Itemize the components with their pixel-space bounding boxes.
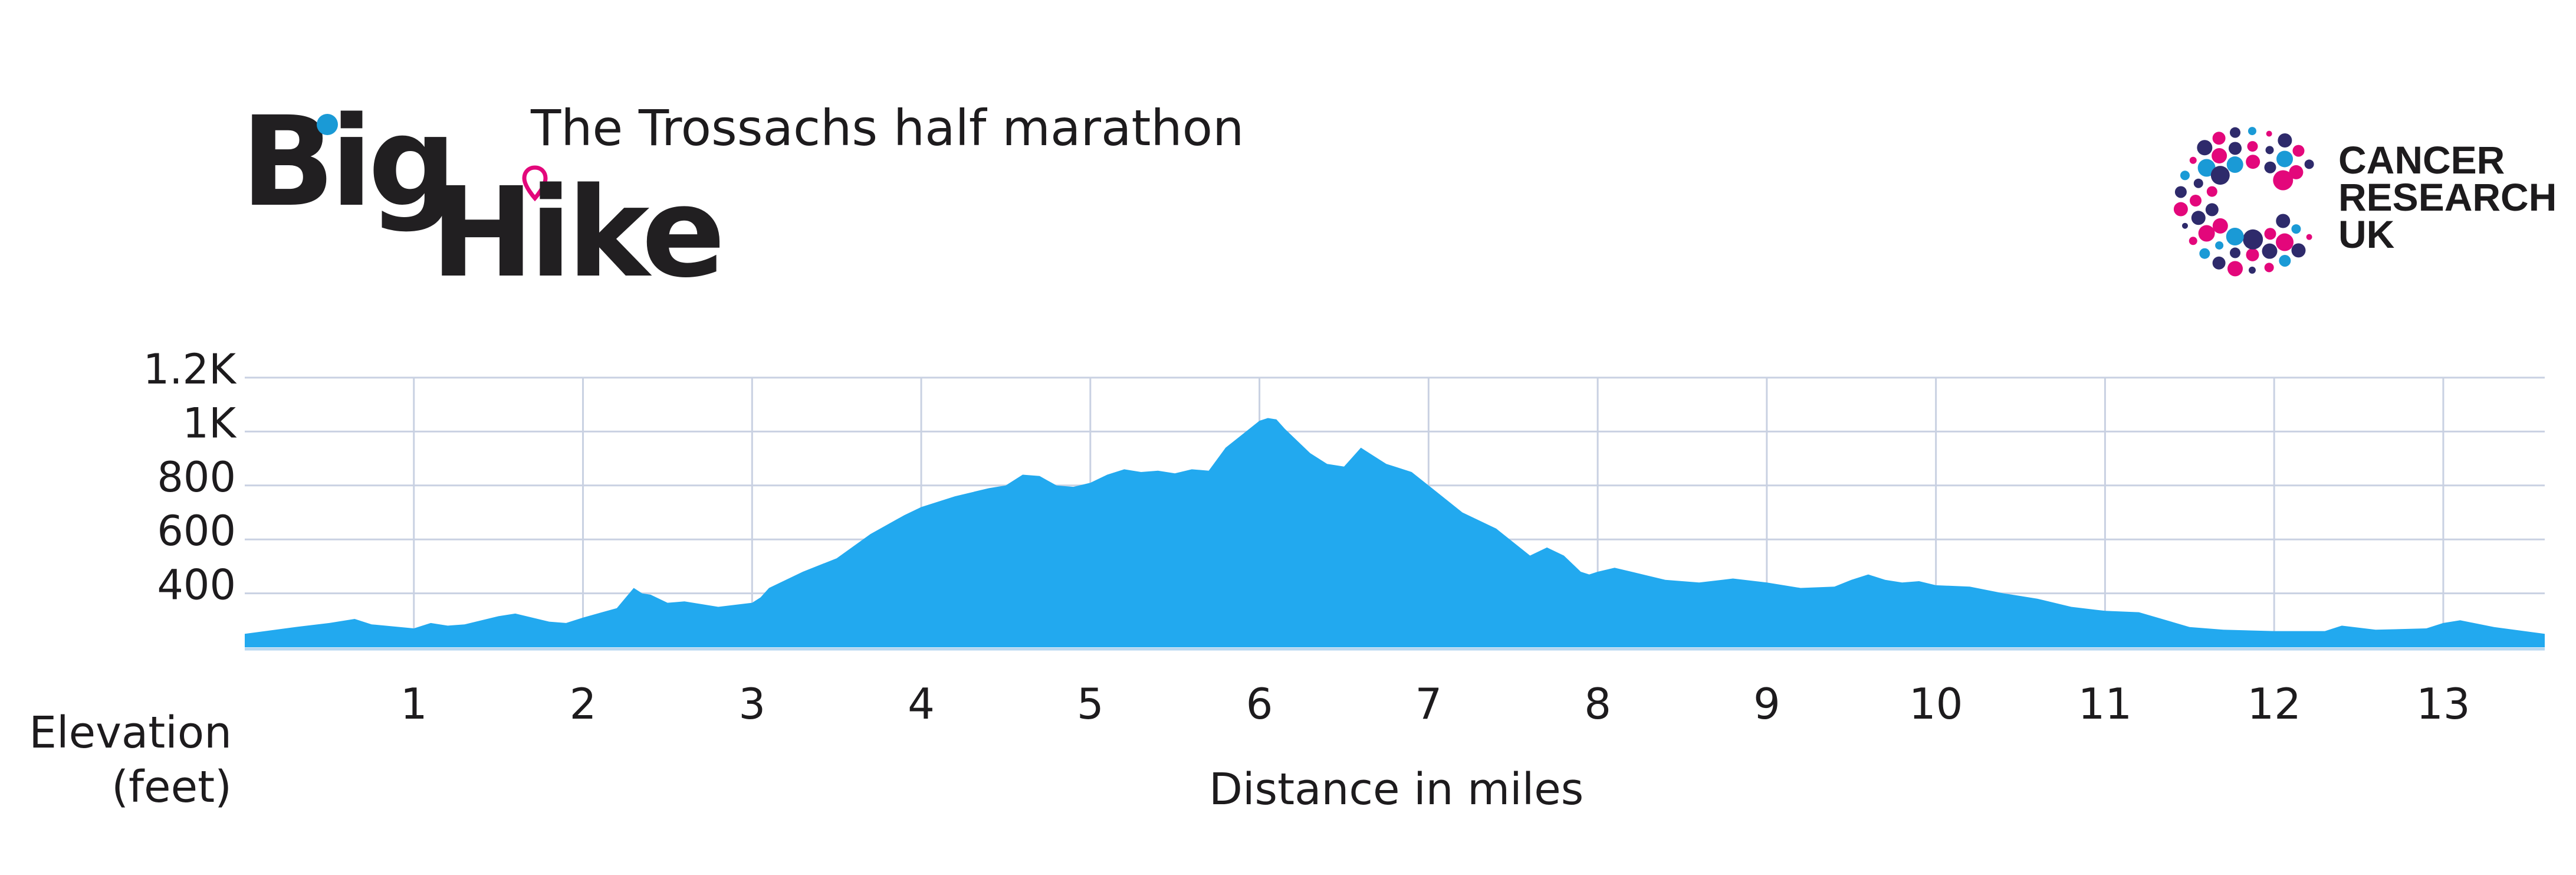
logo-dot-icon: [2181, 222, 2188, 229]
logo-dot-icon: [2212, 132, 2226, 145]
map-pin-icon: [522, 165, 548, 202]
logo-dot-icon: [2278, 133, 2292, 148]
y-tick-label: 1.2K: [143, 345, 237, 394]
logo-dot-icon: [2289, 165, 2304, 179]
logo-dot-icon: [2279, 254, 2291, 267]
x-tick-label: 3: [738, 679, 765, 729]
logo-dot-icon: [2246, 248, 2259, 261]
logo-dot-icon: [2291, 224, 2301, 234]
logo-dot-icon: [2246, 155, 2260, 169]
logo-dot-icon: [2227, 261, 2243, 277]
logo-dot-icon: [2205, 203, 2219, 217]
logo-dot-icon: [2248, 127, 2256, 136]
x-tick-label: 4: [908, 679, 935, 729]
logo-dot-icon: [2189, 156, 2197, 164]
logo-dot-icon: [2226, 156, 2243, 173]
logo-dot-icon: [2230, 247, 2241, 258]
logo-dot-icon: [2276, 214, 2291, 228]
x-tick-label: 12: [2247, 679, 2301, 729]
x-tick-labels: 1 2 3 4 5 6 7 8 9 10 11 12 13: [400, 679, 2470, 729]
logo-dot-icon: [2189, 237, 2197, 245]
logo-dot-icon: [317, 114, 338, 135]
x-tick-label: 5: [1077, 679, 1104, 729]
logo-dot-icon: [2292, 145, 2305, 157]
logo-dot-icon: [2197, 140, 2213, 156]
y-tick-label: 800: [157, 453, 236, 502]
y-axis-title-line-2: (feet): [111, 762, 232, 812]
y-tick-label: 400: [157, 561, 236, 609]
x-tick-label: 10: [1909, 679, 1963, 729]
logo-dot-icon: [2206, 186, 2217, 197]
x-tick-label: 8: [1584, 679, 1611, 729]
logo-dot-icon: [2199, 248, 2210, 259]
logo-dot-icon: [2229, 142, 2242, 155]
logo-dot-icon: [2230, 127, 2241, 138]
logo-dot-icon: [2276, 233, 2294, 251]
y-tick-labels: 400 600 800 1K 1.2K: [143, 345, 237, 609]
y-tick-label: 600: [157, 507, 236, 555]
logo-dot-icon: [2247, 141, 2258, 152]
logo-dot-icon: [2212, 256, 2226, 270]
logo-dot-icon: [2262, 243, 2278, 259]
logo-dot-icon: [2212, 218, 2228, 234]
logo-dot-icon: [2197, 159, 2216, 177]
x-tick-label: 2: [570, 679, 597, 729]
logo-dot-icon: [2264, 228, 2276, 240]
logo-dot-icon: [2173, 202, 2188, 217]
x-tick-label: 9: [1753, 679, 1780, 729]
logo-dot-icon: [2304, 159, 2314, 169]
logo-dot-icon: [2180, 171, 2190, 181]
logo-dot-icon: [2291, 243, 2306, 258]
logo-dot-icon: [2190, 195, 2202, 207]
logo-dot-icon: [2306, 234, 2312, 240]
logo-dot-icon: [2210, 166, 2230, 185]
logo-dot-icon: [2174, 186, 2187, 198]
x-tick-label: 7: [1415, 679, 1442, 729]
logo-dot-icon: [2264, 263, 2274, 273]
logo-dot-icon: [2198, 225, 2215, 242]
y-tick-label: 1K: [183, 399, 238, 447]
logo-dot-icon: [2191, 211, 2206, 225]
y-axis-title: Elevation (feet): [29, 706, 232, 814]
logo-dot-icon: [2264, 161, 2276, 173]
charity-line-1: CANCER: [2338, 138, 2505, 182]
logo-word-big: Big: [241, 90, 456, 234]
elevation-area: [245, 418, 2545, 647]
x-axis-title: Distance in miles: [1209, 764, 1584, 815]
logo-dot-icon: [2243, 229, 2263, 250]
y-axis-title-line-1: Elevation: [29, 707, 232, 758]
x-tick-label: 6: [1246, 679, 1273, 729]
logo-dot-icon: [2212, 148, 2227, 164]
logo-dot-icon: [2265, 146, 2274, 155]
event-title: The Trossachs half marathon: [531, 99, 1244, 157]
charity-line-3: UK: [2338, 212, 2395, 256]
cancer-research-uk-logo-icon: [2173, 127, 2314, 277]
logo-dot-icon: [2266, 130, 2272, 137]
logo-dot-icon: [2215, 241, 2224, 250]
cancer-research-uk-wordmark: CANCER RESEARCH UK: [2338, 138, 2557, 256]
x-tick-label: 1: [400, 679, 428, 729]
logo-word-hike: Hike: [431, 160, 725, 305]
logo-dot-icon: [2248, 266, 2256, 274]
logo-dot-icon: [2276, 150, 2294, 168]
logo-dot-icon: [2273, 170, 2294, 191]
logo-dot-icon: [2193, 178, 2203, 188]
x-tick-label: 13: [2416, 679, 2470, 729]
charity-line-2: RESEARCH: [2338, 175, 2557, 219]
logo-dot-icon: [2226, 227, 2244, 245]
x-tick-label: 11: [2078, 679, 2133, 729]
